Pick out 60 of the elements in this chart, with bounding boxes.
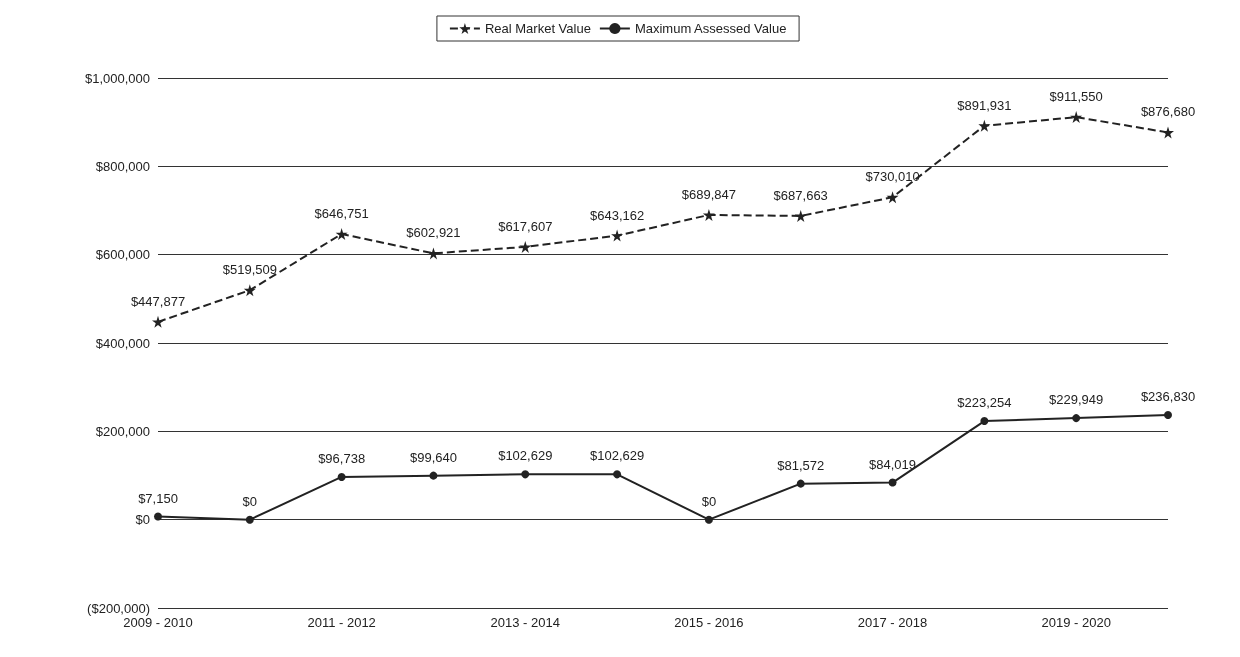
point xyxy=(1070,111,1083,124)
point xyxy=(611,229,624,242)
data-label: $689,847 xyxy=(681,186,737,202)
data-label: $876,680 xyxy=(1140,104,1196,120)
point xyxy=(888,478,897,487)
data-label: $81,572 xyxy=(777,457,825,473)
data-label: $911,550 xyxy=(1049,89,1103,105)
data-label: $223,254 xyxy=(957,395,1012,411)
y-tick-label: $600,000 xyxy=(95,247,150,263)
point xyxy=(152,315,164,328)
point xyxy=(978,119,991,132)
y-tick-label: $0 xyxy=(135,512,150,528)
data-label: $102,629 xyxy=(589,448,645,464)
data-label: $602,921 xyxy=(406,225,461,241)
point xyxy=(794,209,807,222)
y-tick-label: $400,000 xyxy=(95,335,150,351)
x-tick-label: 2017 - 2018 xyxy=(857,615,928,630)
data-label: $102,629 xyxy=(498,448,553,464)
data-label: $447,877 xyxy=(130,293,186,309)
data-label: $617,607 xyxy=(498,218,553,234)
data-label: $0 xyxy=(242,493,258,509)
point xyxy=(613,470,622,479)
data-label: $891,931 xyxy=(957,97,1012,113)
point xyxy=(796,479,805,488)
y-tick-label: $1,000,000 xyxy=(84,70,150,86)
point xyxy=(886,191,899,204)
point xyxy=(1164,411,1172,420)
point xyxy=(980,417,989,426)
x-tick-label: 2011 - 2012 xyxy=(307,615,376,630)
data-label: $96,738 xyxy=(318,450,366,466)
data-label: $229,949 xyxy=(1049,392,1104,408)
data-label: $643,162 xyxy=(589,207,645,223)
point xyxy=(1162,126,1174,139)
data-label: $84,019 xyxy=(869,456,917,472)
point xyxy=(245,515,254,524)
data-label: $646,751 xyxy=(314,206,369,222)
data-label: $236,830 xyxy=(1140,389,1196,405)
point xyxy=(429,471,438,480)
x-tick-label: 2015 - 2016 xyxy=(674,615,744,630)
point xyxy=(154,512,162,521)
data-label: $519,509 xyxy=(222,262,277,278)
point xyxy=(335,228,348,241)
data-label: $0 xyxy=(701,493,717,509)
x-tick-label: 2019 - 2020 xyxy=(1041,615,1111,630)
data-label: $687,663 xyxy=(773,187,828,203)
x-tick-label: 2009 - 2010 xyxy=(123,615,193,630)
y-tick-label: $200,000 xyxy=(95,423,150,439)
point xyxy=(1072,414,1081,423)
data-label: $99,640 xyxy=(409,449,457,465)
point xyxy=(243,284,256,297)
legend-label: Real Market Value xyxy=(484,21,591,36)
point xyxy=(704,515,713,524)
point xyxy=(337,472,346,481)
y-tick-label: $800,000 xyxy=(95,158,150,174)
y-tick-label: ($200,000) xyxy=(87,600,150,616)
point xyxy=(521,470,530,479)
legend-label: Maximum Assessed Value xyxy=(634,21,787,36)
data-label: $7,150 xyxy=(138,490,178,506)
x-tick-label: 2013 - 2014 xyxy=(490,615,560,630)
data-label: $730,010 xyxy=(865,169,920,185)
